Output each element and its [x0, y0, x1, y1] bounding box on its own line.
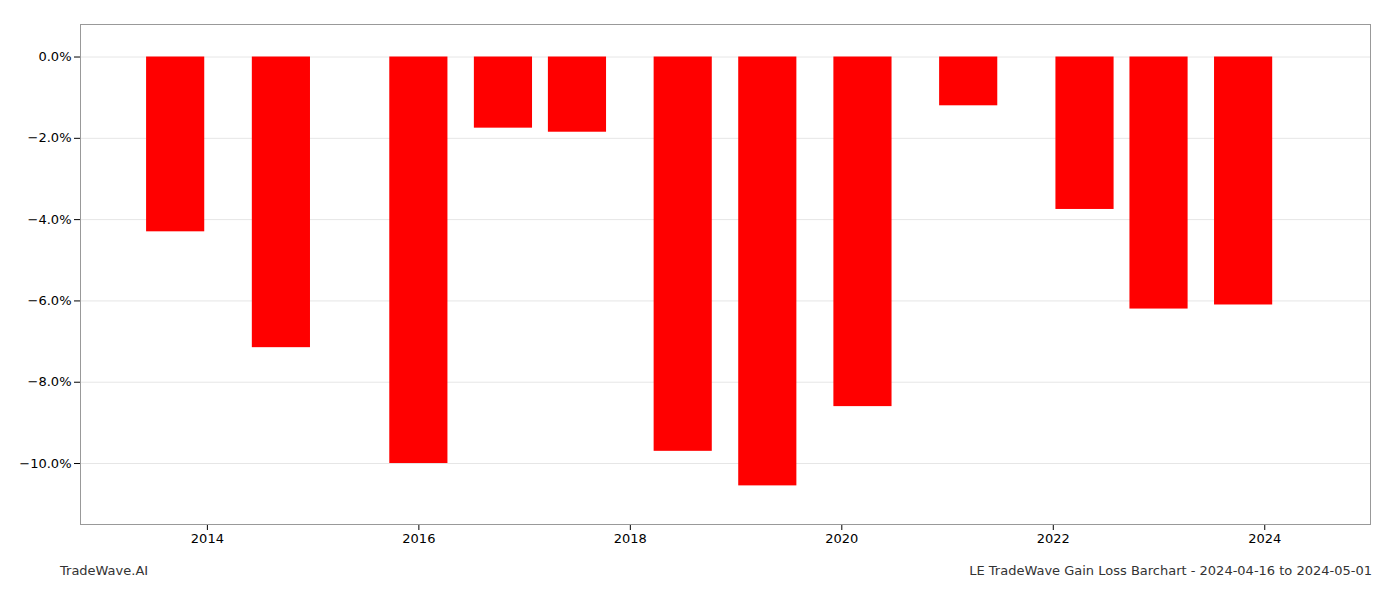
svg-text:2014: 2014	[191, 531, 224, 546]
svg-text:−4.0%: −4.0%	[28, 212, 72, 227]
svg-text:2022: 2022	[1037, 531, 1070, 546]
svg-text:−8.0%: −8.0%	[28, 374, 72, 389]
svg-text:2016: 2016	[402, 531, 435, 546]
svg-text:−6.0%: −6.0%	[28, 293, 72, 308]
svg-text:2020: 2020	[825, 531, 858, 546]
svg-text:−10.0%: −10.0%	[19, 456, 71, 471]
svg-text:2018: 2018	[614, 531, 647, 546]
html-text:LE TradeWave Gain Loss Barchar: LE TradeWave Gain Loss Barchart - 2024-0…	[969, 563, 1372, 578]
html-text:TradeWave.AI: TradeWave.AI	[60, 563, 149, 578]
svg-text:2024: 2024	[1248, 531, 1281, 546]
svg-text:0.0%: 0.0%	[38, 49, 71, 64]
svg-text:−2.0%: −2.0%	[28, 130, 72, 145]
